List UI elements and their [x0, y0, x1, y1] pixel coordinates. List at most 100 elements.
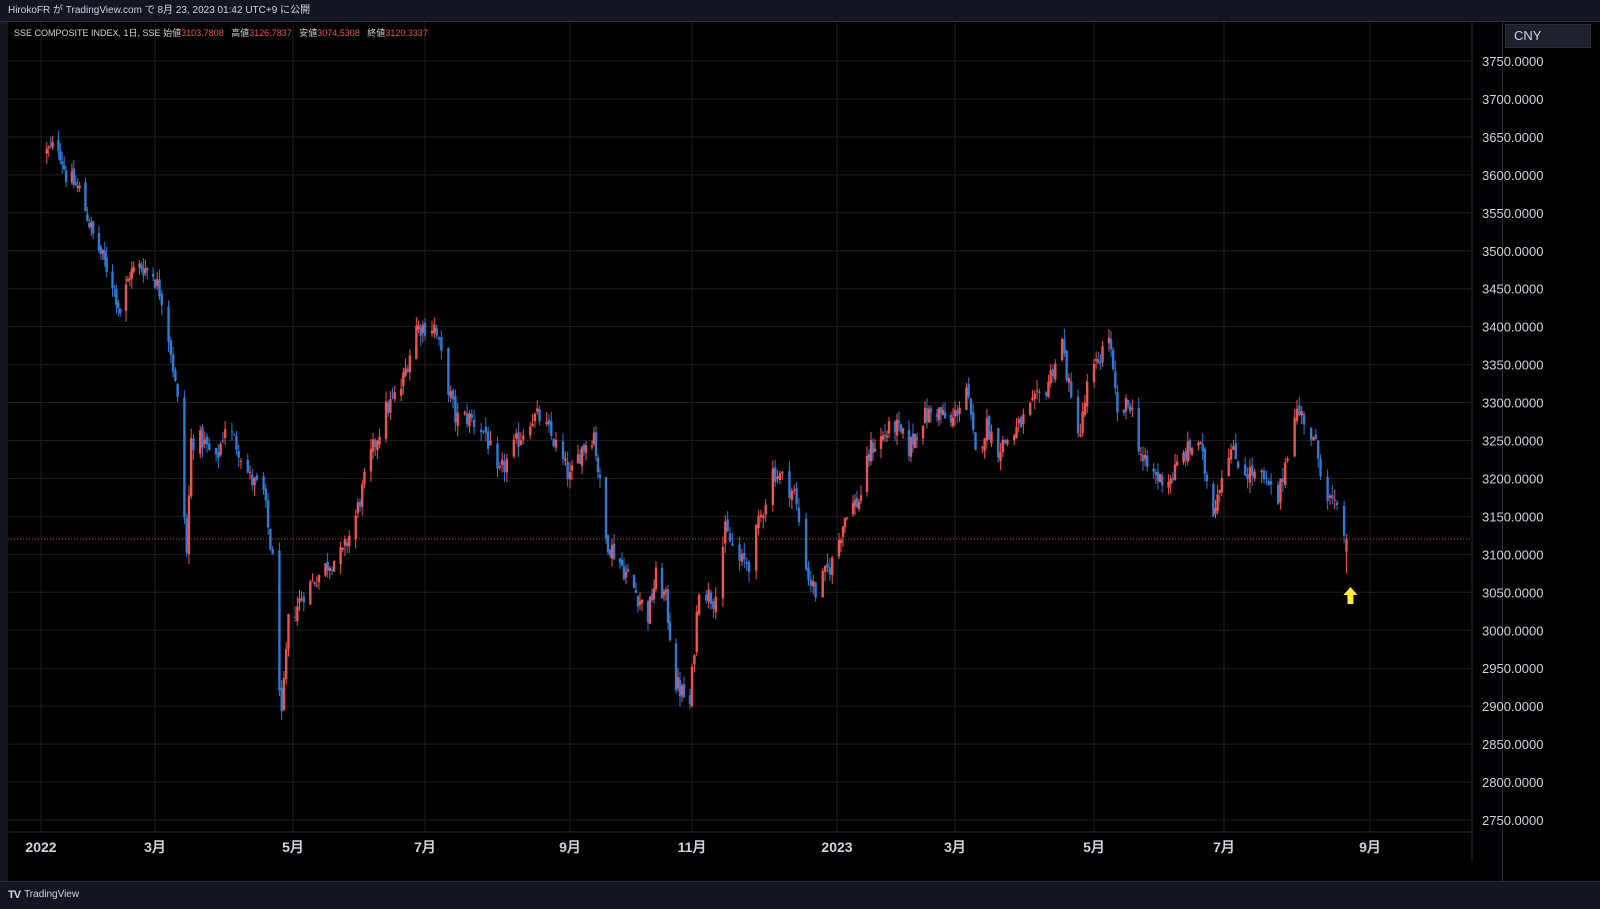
price-tick-label: 3150.0000 [1482, 509, 1543, 524]
candle-body [841, 526, 845, 538]
candle-body [482, 430, 485, 432]
candle-body [596, 457, 600, 473]
candle-body [911, 433, 915, 445]
candle-body [130, 268, 134, 279]
candle-body [1286, 458, 1289, 461]
candle-body [345, 542, 349, 546]
candle-body [1265, 477, 1268, 479]
candle-body [688, 695, 692, 705]
candle-body [757, 516, 760, 528]
candle-body [90, 222, 93, 228]
candle-body [594, 432, 598, 456]
time-tick-label: 2022 [25, 839, 56, 855]
candle-body [1262, 470, 1266, 479]
candle-body [293, 616, 297, 618]
candle-body [790, 490, 794, 500]
candle-body [332, 561, 336, 572]
candle-body [1017, 419, 1021, 424]
candle-body [1316, 440, 1320, 459]
candle-body [1260, 470, 1263, 473]
candle-body [1229, 449, 1233, 460]
candle-body [239, 460, 243, 462]
candle-body [636, 596, 640, 607]
price-axis[interactable] [1502, 22, 1600, 881]
candle-body [1269, 481, 1273, 485]
candle-body [124, 284, 128, 311]
candle-body [1197, 442, 1200, 446]
candle-body [807, 567, 810, 580]
candle-body [1236, 461, 1240, 469]
candle-body [795, 488, 798, 505]
candle-body [867, 453, 871, 462]
candle-body [1300, 411, 1303, 416]
symbol-legend: SSE COMPOSITE INDEX, 1日, SSE 始値3103.7808… [14, 26, 433, 39]
candle-body [183, 397, 186, 518]
candle-body [389, 398, 392, 413]
candle-body [1186, 441, 1189, 462]
candle-body [608, 549, 612, 556]
chart-pane[interactable] [8, 22, 1502, 881]
candle-body [185, 518, 188, 553]
candle-body [666, 589, 670, 623]
candle-body [901, 428, 905, 434]
candle-body [887, 421, 891, 434]
candle-body [550, 421, 553, 436]
candle-body [402, 372, 405, 387]
candle-body [498, 465, 502, 468]
candle-body [899, 424, 903, 432]
candle-body [1031, 397, 1034, 401]
candle-body [1227, 457, 1230, 477]
candle-body [72, 168, 76, 185]
candle-body [990, 431, 993, 444]
candle-body [146, 268, 149, 271]
candle-body [1038, 391, 1041, 393]
candle-body [399, 388, 403, 396]
candle-body [634, 589, 638, 593]
candle-body [113, 286, 116, 288]
candle-body [762, 515, 765, 519]
candle-body [958, 407, 961, 414]
candle-body [326, 561, 329, 571]
candle-body [545, 421, 548, 424]
candle-body [547, 420, 551, 425]
candle-body [78, 185, 81, 188]
candle-body [117, 302, 120, 308]
candle-body [1107, 337, 1111, 344]
candle-body [463, 412, 466, 415]
candle-body [771, 468, 775, 505]
candle-body [1234, 443, 1237, 459]
currency-button[interactable]: CNY [1505, 24, 1591, 48]
publish-header: HirokoFR が TradingView.com で 8月 23, 2023… [0, 0, 1600, 22]
candle-body [1205, 474, 1209, 481]
candle-body [384, 401, 388, 439]
candle-body [1019, 417, 1023, 428]
candle-body [160, 293, 163, 305]
candle-body [1001, 440, 1005, 453]
candle-body [728, 533, 732, 542]
candle-body [837, 540, 841, 557]
candle-body [939, 407, 943, 414]
candle-body [470, 413, 473, 418]
candle-body [341, 547, 344, 550]
candle-body [640, 599, 644, 604]
candle-body [1326, 477, 1329, 501]
candle-body [1220, 478, 1224, 493]
candle-body [1101, 346, 1104, 363]
candle-body [1281, 478, 1285, 483]
candle-body [654, 567, 658, 590]
candle-body [883, 434, 887, 436]
candle-body [1246, 474, 1249, 479]
price-tick-label: 2950.0000 [1482, 661, 1543, 676]
candle-body [590, 445, 594, 448]
candle-body [1124, 398, 1128, 412]
candle-body [969, 399, 973, 415]
price-tick-label: 3350.0000 [1482, 358, 1543, 373]
time-tick-label: 7月 [414, 839, 436, 855]
candle-body [1167, 482, 1170, 489]
candle-body [941, 410, 945, 416]
tradingview-logo[interactable]: TV TradingView [8, 882, 79, 908]
candle-body [1154, 472, 1158, 475]
candle-body [1331, 495, 1334, 499]
candle-body [203, 439, 206, 444]
